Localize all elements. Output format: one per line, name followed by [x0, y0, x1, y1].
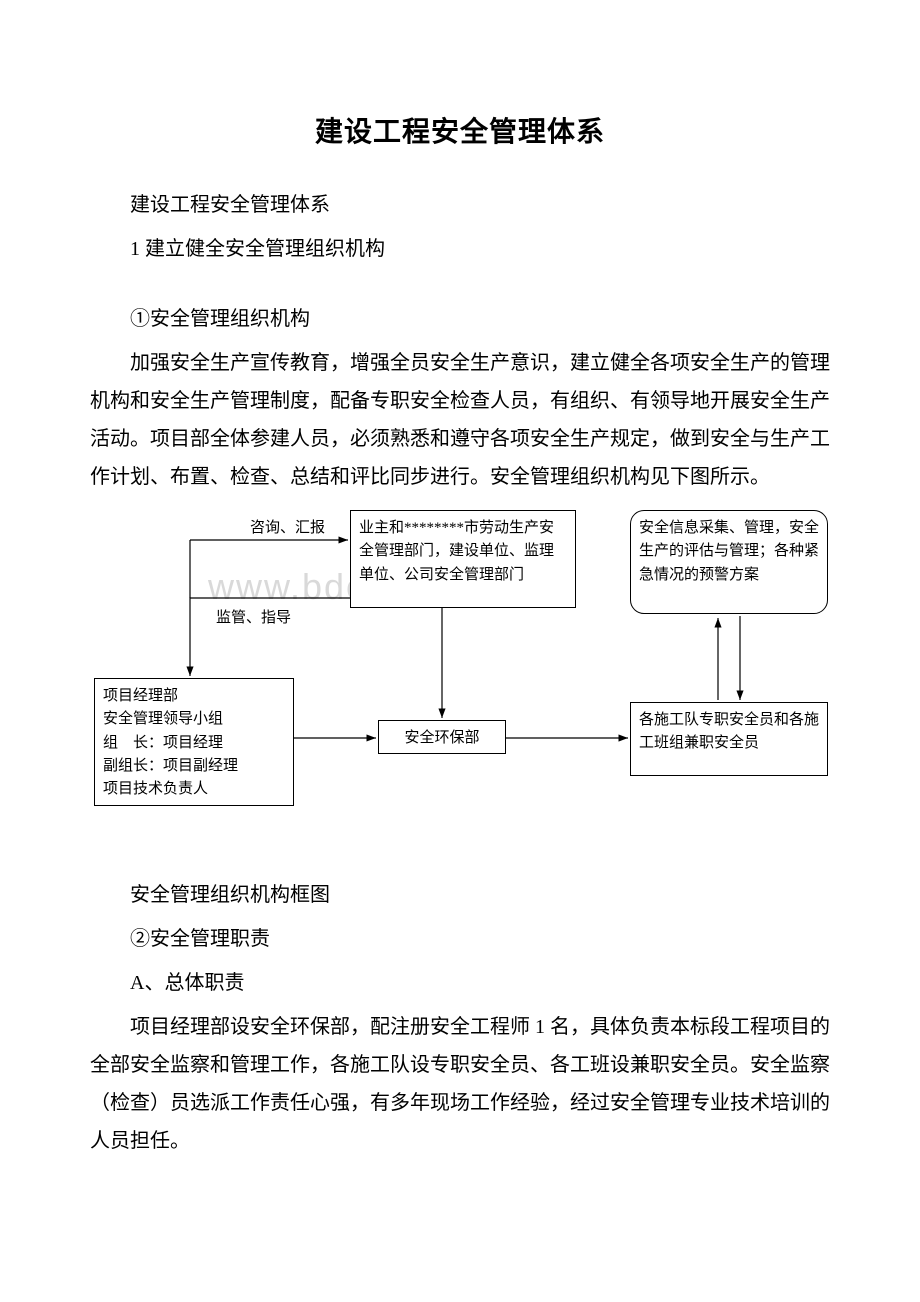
page-title: 建设工程安全管理体系 — [90, 110, 830, 150]
flow-node-info-system: 安全信息采集、管理，安全生产的评估与管理；各种紧急情况的预警方案 — [630, 510, 828, 614]
paragraph-item-1: ①安全管理组织机构 — [90, 300, 830, 338]
flow-node-team-safety: 各施工队专职安全员和各施工班组兼职安全员 — [630, 702, 828, 776]
spacer — [90, 850, 830, 876]
flow-node-authorities: 业主和********市劳动生产安全管理部门，建设单位、监理单位、公司安全管理部… — [350, 510, 576, 608]
flow-node-project-mgmt: 项目经理部 安全管理领导小组 组 长：项目经理 副组长：项目副经理 项目技术负责… — [94, 678, 294, 806]
flow-node-left-line4: 副组长：项目副经理 — [103, 755, 285, 778]
flow-node-left-line3: 组 长：项目经理 — [103, 732, 285, 755]
spacer — [90, 274, 830, 300]
paragraph-item-2: ②安全管理职责 — [90, 920, 830, 958]
paragraph-section-1: 1 建立健全安全管理组织机构 — [90, 230, 830, 268]
flow-node-left-line1: 项目经理部 — [103, 685, 285, 708]
paragraph-subtitle: 建设工程安全管理体系 — [90, 186, 830, 224]
paragraph-body-2: 项目经理部设安全环保部，配注册安全工程师 1 名，具体负责本标段工程项目的全部安… — [90, 1008, 830, 1160]
flow-node-left-line5: 项目技术负责人 — [103, 778, 285, 801]
flow-node-left-line2: 安全管理领导小组 — [103, 708, 285, 731]
flow-label-supervise: 监管、指导 — [216, 606, 291, 627]
paragraph-caption: 安全管理组织机构框图 — [90, 876, 830, 914]
paragraph-body-1: 加强安全生产宣传教育，增强全员安全生产意识，建立健全各项安全生产的管理机构和安全… — [90, 344, 830, 496]
flow-label-consult: 咨询、汇报 — [250, 516, 325, 537]
flow-node-safety-dept: 安全环保部 — [378, 720, 506, 754]
org-structure-flowchart: www.bdocx.com 咨询、汇报 监管、指导 业主和********市劳动… — [90, 510, 830, 840]
paragraph-sub-a: A、总体职责 — [90, 964, 830, 1002]
